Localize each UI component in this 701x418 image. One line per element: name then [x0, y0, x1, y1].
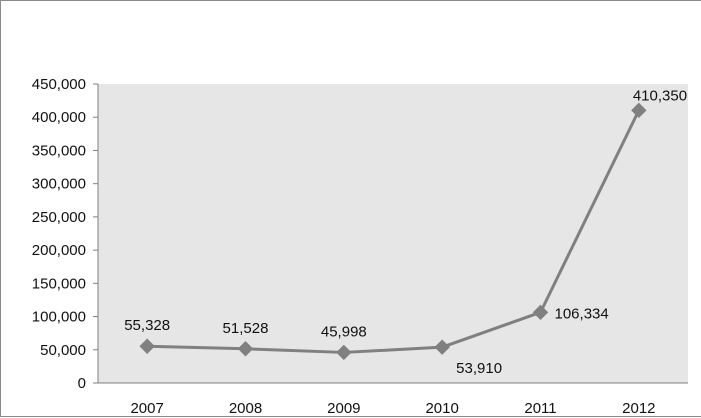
y-axis: 0 50,000 100,000 150,000 200,000 250,000 300,0… [32, 76, 99, 392]
y-tick-label: 200,000 [32, 242, 86, 259]
y-tick-label: 100,000 [32, 309, 86, 326]
x-tick-label: 2008 [229, 400, 262, 417]
x-tick-label: 2009 [327, 400, 360, 417]
y-tick-label: 400,000 [32, 109, 86, 126]
series-line [147, 109, 641, 354]
x-tick-label: 2012 [622, 400, 655, 417]
data-label: 55,328 [124, 317, 170, 334]
y-tick-label: 250,000 [32, 209, 86, 226]
x-tick-label: 2007 [130, 400, 163, 417]
data-point-marker [336, 344, 352, 361]
y-tick-label: 0 [78, 375, 86, 392]
x-tick-label: 2011 [524, 400, 556, 417]
x-tick-label: 2010 [425, 400, 458, 417]
series-line-group [139, 102, 647, 361]
data-label: 410,350 [633, 87, 687, 104]
data-point-marker [434, 339, 450, 355]
data-point-marker [237, 341, 254, 357]
data-point-marker [139, 338, 155, 354]
data-label: 53,910 [456, 360, 502, 377]
data-point-marker [631, 102, 647, 119]
data-label: 51,528 [223, 320, 269, 337]
y-tick-label: 150,000 [32, 275, 86, 292]
y-tick-label: 300,000 [32, 176, 86, 193]
data-label: 106,334 [555, 305, 609, 322]
y-tick-label: 450,000 [32, 76, 86, 93]
data-point-marker [532, 304, 549, 321]
plot-area [98, 84, 688, 383]
y-tick-label: 350,000 [32, 142, 86, 159]
data-label: 45,998 [321, 323, 367, 340]
x-axis: 2007 2008 2009 2010 2011 2012 [98, 382, 688, 417]
y-tick-label: 50,000 [40, 342, 86, 359]
data-label-group: 55,328 51,528 45,998 53,910 106,334 410,350 [124, 87, 687, 377]
